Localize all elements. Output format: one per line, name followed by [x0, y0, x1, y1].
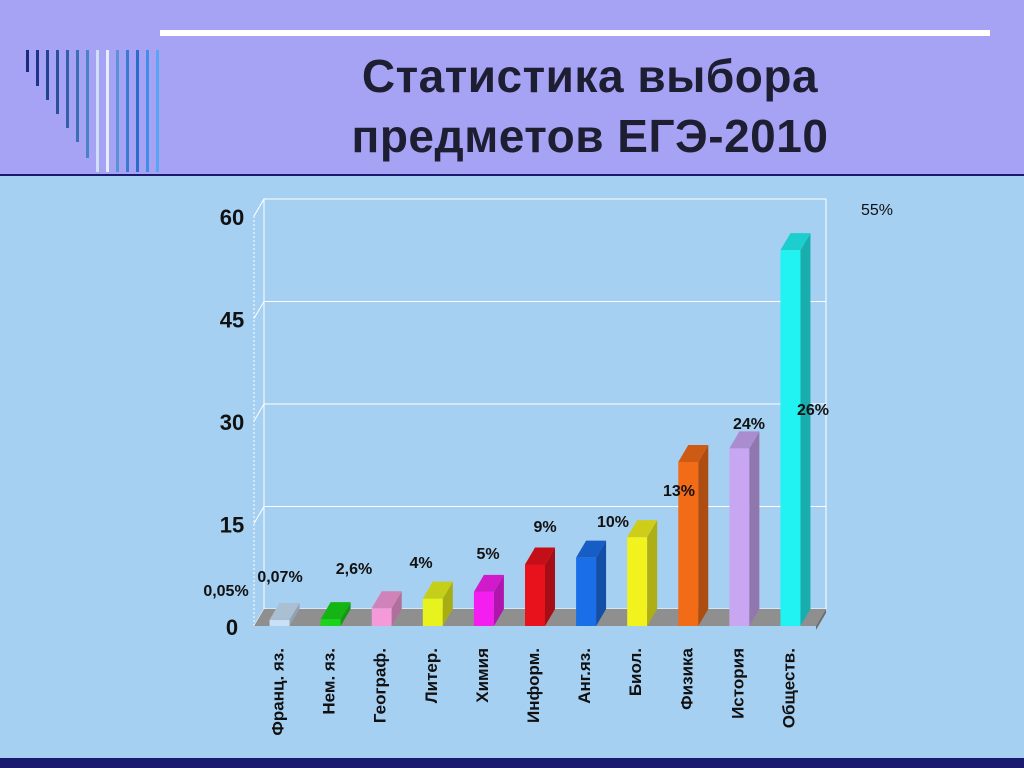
bar-top	[422, 581, 453, 599]
x-tick-label: Физика	[677, 647, 696, 709]
x-tick-label: История	[728, 648, 747, 719]
bar-side	[391, 591, 402, 626]
decorative-stripe	[146, 50, 149, 172]
decorative-stripe	[106, 50, 109, 172]
x-tick-label: Обществ.	[779, 648, 798, 728]
y-tick-label: 0	[226, 615, 238, 640]
y-tick-label: 60	[220, 205, 244, 230]
decorative-stripe	[76, 50, 79, 142]
bar-top	[780, 233, 811, 251]
bar-top	[269, 602, 300, 620]
decorative-stripe	[96, 50, 99, 172]
bar	[269, 619, 290, 626]
decorative-stripes	[26, 50, 176, 174]
slide-header: Статистика выбора предметов ЕГЭ-2010	[0, 0, 1024, 176]
data-label: 10%	[597, 514, 629, 531]
data-label: 9%	[533, 519, 556, 536]
bar-top	[473, 574, 504, 592]
bar-top	[320, 602, 351, 620]
slide-title-line1: Статистика выбора	[361, 50, 819, 102]
bar-top	[729, 431, 760, 449]
x-tick-label: Географ.	[371, 648, 390, 723]
x-tick-label: Биол.	[626, 648, 645, 696]
decorative-stripe	[36, 50, 39, 86]
data-label: 0,05%	[203, 583, 248, 600]
y-tick-label: 15	[220, 513, 244, 538]
data-label: 26%	[797, 402, 829, 419]
bar-side	[442, 581, 453, 626]
bar-top	[525, 547, 555, 565]
data-label: 2,6%	[336, 561, 372, 578]
decorative-stripe	[126, 50, 129, 172]
decorative-stripe	[136, 50, 139, 172]
gridline-side	[253, 198, 265, 217]
data-label: 0,07%	[257, 569, 302, 586]
bar-top	[678, 445, 709, 462]
decorative-stripe	[46, 50, 49, 100]
x-tick-label: Литер.	[422, 648, 441, 703]
bar	[320, 619, 341, 626]
header-top-line	[160, 30, 990, 36]
bar	[678, 462, 699, 626]
decorative-stripe	[156, 50, 159, 172]
bar-side	[749, 431, 760, 626]
bar-top	[576, 540, 607, 558]
bar	[627, 537, 648, 626]
data-label: 13%	[663, 483, 695, 500]
x-tick-label: Анг.яз.	[575, 648, 594, 704]
bar	[473, 591, 494, 626]
bar-side	[698, 445, 709, 626]
decorative-stripe	[116, 50, 119, 172]
gridline-side	[253, 301, 265, 319]
data-label: 4%	[409, 555, 432, 572]
decorative-stripe	[66, 50, 69, 128]
bar	[422, 598, 443, 626]
data-label: 5%	[476, 546, 499, 563]
slide-title: Статистика выбора предметов ЕГЭ-2010	[230, 46, 950, 166]
slide-bottom-bar	[0, 758, 1024, 768]
x-tick-label: Нем. яз.	[320, 648, 339, 715]
x-tick-label: Франц. яз.	[269, 648, 288, 736]
bar	[371, 608, 392, 626]
slide-title-line2: предметов ЕГЭ-2010	[351, 110, 829, 162]
gridline-side	[253, 506, 265, 524]
bar	[729, 448, 750, 626]
bar-side	[800, 233, 811, 626]
decorative-stripe	[86, 50, 89, 158]
gridline-side	[253, 403, 265, 422]
x-tick-label: Химия	[473, 648, 492, 703]
decorative-stripe	[56, 50, 59, 114]
bar	[780, 250, 801, 626]
bar-side	[493, 574, 504, 626]
bar-top	[371, 591, 402, 609]
y-tick-label: 30	[220, 410, 244, 435]
bar-side	[545, 547, 555, 626]
bar-side	[647, 520, 658, 626]
data-label: 24%	[733, 416, 765, 433]
y-tick-label: 45	[220, 308, 244, 333]
bar	[525, 564, 545, 626]
bar-side	[340, 602, 351, 626]
x-tick-label: Информ.	[524, 648, 543, 723]
bar-side	[596, 540, 607, 626]
decorative-stripe	[26, 50, 29, 72]
bar	[576, 557, 597, 626]
bar-top	[627, 520, 658, 538]
data-label: 55%	[861, 202, 893, 219]
bar-side	[289, 602, 300, 626]
chart-floor-edge	[816, 609, 826, 630]
